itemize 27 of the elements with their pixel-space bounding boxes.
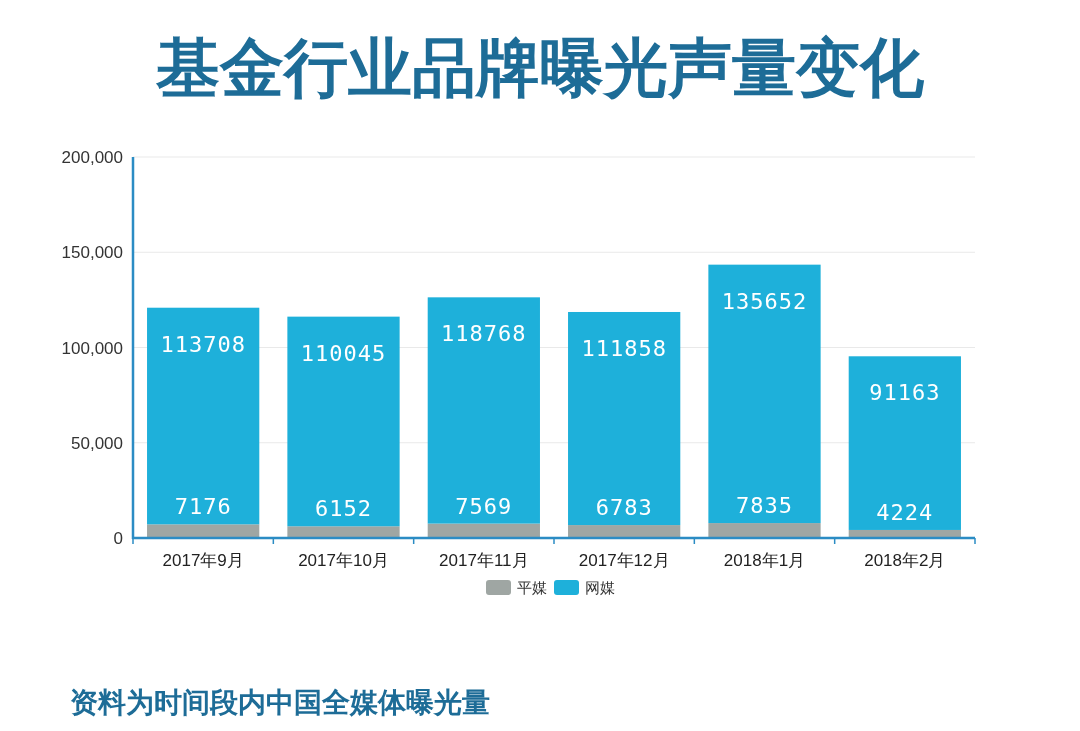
- y-tick-label: 100,000: [61, 338, 123, 358]
- annotation: 资料为时间段内中国全媒体曝光量: [70, 687, 490, 718]
- data-label: 7569: [455, 493, 513, 519]
- x-tick-label: 2017年12月: [578, 551, 670, 570]
- legend-label: 网媒: [585, 579, 615, 596]
- data-label: 6783: [595, 495, 653, 521]
- title: 基金行业品牌曝光声量变化: [156, 32, 924, 104]
- x-tick-label: 2017年10月: [298, 551, 389, 570]
- x-tick-label: 2018年2月: [864, 551, 946, 570]
- data-label: 6152: [315, 496, 372, 522]
- data-label: 4224: [876, 499, 934, 525]
- y-tick-label: 50,000: [71, 433, 123, 453]
- y-tick-label: 150,000: [61, 243, 123, 263]
- x-tick-label: 2017年11月: [439, 551, 529, 570]
- data-label: 111858: [581, 336, 667, 361]
- data-label: 110045: [300, 340, 387, 366]
- legend-label: 平媒: [517, 579, 547, 596]
- data-label: 7835: [736, 493, 793, 519]
- data-label: 113708: [160, 331, 246, 357]
- y-tick-label: 0: [113, 529, 123, 548]
- y-tick-label: 200,000: [61, 148, 123, 167]
- x-tick-label: 2017年9月: [162, 551, 244, 570]
- data-label: 7176: [174, 494, 232, 520]
- data-label: 118768: [441, 321, 527, 347]
- x-tick-label: 2018年1月: [723, 551, 806, 570]
- data-label: 135652: [721, 288, 808, 314]
- data-label: 91163: [869, 380, 941, 406]
